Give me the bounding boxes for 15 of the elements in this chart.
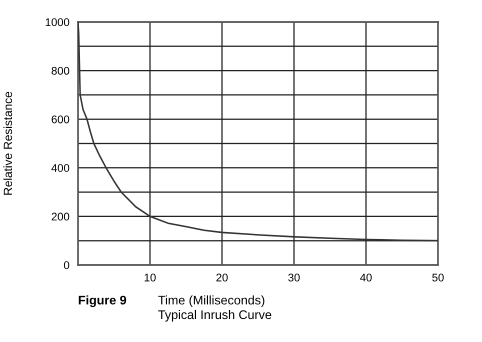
text: Typical Inrush Curve — [158, 310, 272, 322]
y-tick-label: 600 — [52, 115, 70, 124]
x-axis-title: Time (Milliseconds) — [158, 295, 264, 308]
y-axis-title: Relative Resistance — [3, 92, 12, 195]
x-tick-label: 20 — [216, 274, 228, 282]
y-tick-label: 200 — [52, 212, 70, 221]
x-tick-label: 50 — [432, 274, 444, 282]
y-tick-label: 400 — [51, 164, 70, 172]
y-tick-label: 0 — [64, 261, 70, 270]
x-tick-label: 10 — [144, 274, 156, 282]
x-tick-label: 40 — [360, 274, 372, 282]
x-tick-label: 30 — [288, 274, 300, 282]
y-tick-label: 1000 — [46, 18, 70, 26]
y-tick-label: 800 — [52, 66, 70, 75]
caption: Figure 9 — [78, 295, 126, 308]
